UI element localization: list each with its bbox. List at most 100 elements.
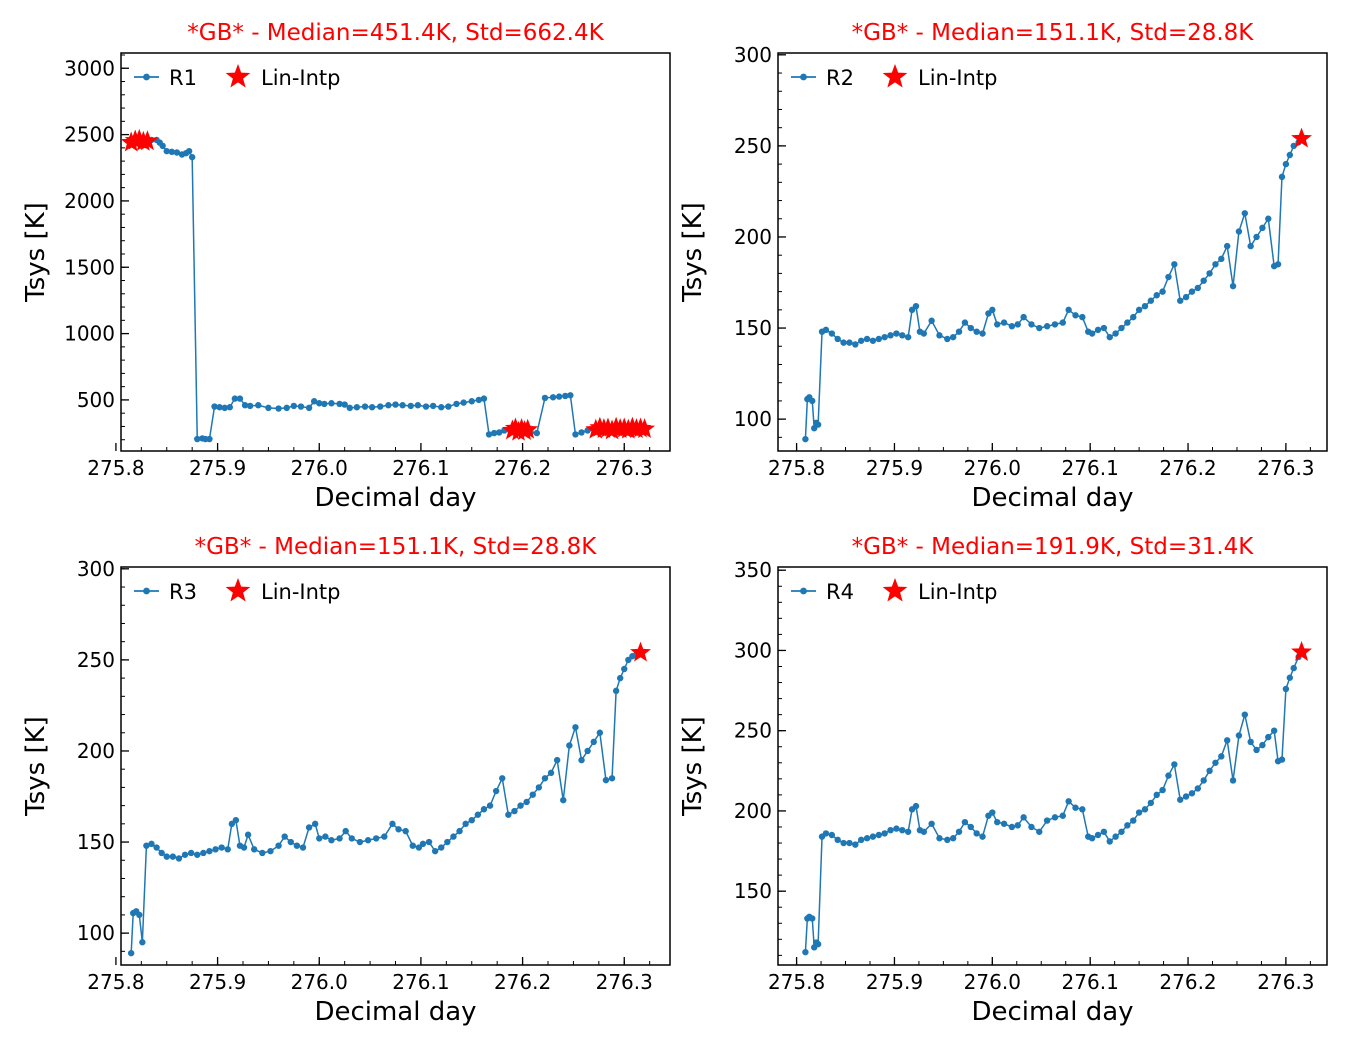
panel-4-data-point xyxy=(1278,756,1286,763)
panel-3-xtick-label: 276.0 xyxy=(291,970,348,994)
panel-3-data-point xyxy=(187,849,195,857)
panel-1-data-point xyxy=(173,149,181,156)
panel-2-xtick-label: 276.0 xyxy=(964,456,1021,480)
panel-3-data-point xyxy=(175,855,183,862)
panel-1-xtick-label: 275.9 xyxy=(189,456,246,480)
panel-2-data-point xyxy=(875,335,882,343)
panel-4-ylabel: Tsys [K] xyxy=(678,716,708,817)
panel-3-data-point xyxy=(212,846,219,853)
panel-3-data-point xyxy=(517,802,524,809)
panel-4-data-point xyxy=(1072,804,1079,811)
panel-1-data-point xyxy=(336,400,343,408)
panel-1-data-point xyxy=(377,403,384,410)
panel-3-data-point xyxy=(566,742,573,749)
panel-2-ylabel: Tsys [K] xyxy=(678,202,708,303)
panel-4-data-point xyxy=(1043,817,1051,824)
panel-4-data-point xyxy=(1094,831,1102,839)
panel-1-data-point xyxy=(341,401,348,408)
panel-2-data-point xyxy=(899,332,906,339)
panel-2-data-point xyxy=(846,339,853,346)
panel-4-data-point xyxy=(967,823,974,831)
panel-1-data-point xyxy=(159,142,166,150)
panel-3-data-point xyxy=(462,820,469,828)
panel-2-ytick-label: 150 xyxy=(734,316,772,340)
panel-4-data-point xyxy=(1188,790,1196,797)
panel-3-data-point xyxy=(224,846,231,853)
panel-1-ytick-label: 2500 xyxy=(64,123,115,147)
panel-4-data-point xyxy=(1065,798,1072,805)
panel-3-data-point xyxy=(275,842,282,849)
panel-2-data-point xyxy=(1253,233,1260,241)
panel-3-data-point xyxy=(425,838,433,846)
panel-4-data-point xyxy=(1286,674,1294,681)
panel-1-data-point xyxy=(316,400,323,407)
panel-1-data-point xyxy=(562,392,569,400)
panel-1-ytick-label: 3000 xyxy=(64,56,115,80)
panel-2-data-point xyxy=(949,333,957,341)
panel-1-lin-intp-star xyxy=(634,418,656,439)
panel-1-data-point xyxy=(255,402,262,409)
panel-3-data-point xyxy=(311,820,319,828)
panel-3-data-point xyxy=(228,820,236,828)
panel-1-legend-star-icon xyxy=(225,64,251,88)
panel-1-data-point xyxy=(321,400,328,408)
panel-3-data-point xyxy=(431,847,439,855)
panel-1-ytick-label: 1500 xyxy=(64,255,115,279)
panel-2-data-point xyxy=(802,435,809,443)
panel-2-data-point xyxy=(1153,292,1160,299)
panel-1-legend-label-1: R1 xyxy=(169,66,197,90)
panel-1-data-point xyxy=(297,403,305,410)
panel-1-data-point xyxy=(236,395,244,402)
panel-1-data-point xyxy=(392,401,399,408)
panel-2-data-point xyxy=(1212,261,1219,268)
panel-4-data-point xyxy=(1118,828,1125,835)
panel-4-plot-area xyxy=(802,641,1313,956)
panel-3-data-point xyxy=(608,775,616,782)
panel-4-data-point xyxy=(1106,838,1113,845)
panel-2-plot-area xyxy=(802,127,1313,443)
panel-3-data-point xyxy=(621,665,628,673)
panel-4-data-point xyxy=(1218,753,1225,760)
panel-4-data-point xyxy=(1130,817,1137,824)
panel-3-ytick-label: 250 xyxy=(77,648,115,672)
panel-4-xtick-label: 276.0 xyxy=(964,970,1021,994)
panel-2-data-point xyxy=(1282,160,1290,168)
panel-4-data-point xyxy=(989,809,996,816)
panel-1-data-point xyxy=(310,398,318,405)
panel-2-data-point xyxy=(1247,242,1254,250)
panel-2-data-point xyxy=(1112,330,1119,337)
panel-3-data-point xyxy=(395,826,402,833)
panel-4-data-point xyxy=(1135,809,1143,816)
panel-3-axes-frame xyxy=(120,566,671,966)
panel-2-data-point xyxy=(1265,215,1272,222)
panel-2-data-point xyxy=(936,332,943,339)
panel-3-ylabel: Tsys [K] xyxy=(21,716,51,817)
panel-4-data-point xyxy=(834,836,841,844)
panel-3-data-point xyxy=(143,842,150,849)
panel-2-data-point xyxy=(1278,173,1286,181)
panel-1-data-point xyxy=(346,404,353,412)
panel-4-data-point xyxy=(814,940,822,948)
panel-3-xtick-label: 276.2 xyxy=(494,970,551,994)
panel-3-data-point xyxy=(293,842,301,849)
panel-3-data-point xyxy=(450,833,457,840)
panel-3-data-point xyxy=(572,724,579,731)
panel-3-data-point xyxy=(218,844,225,851)
panel-4-data-point xyxy=(1020,814,1027,821)
panel-1-data-point xyxy=(221,404,228,412)
panel-3-data-point xyxy=(480,806,488,813)
panel-3-data-point xyxy=(194,851,201,858)
panel-3-plot-area xyxy=(127,641,651,957)
panel-4-data-point xyxy=(1112,833,1119,840)
panel-3-xtick-label: 276.1 xyxy=(392,970,449,994)
panel-3-data-point xyxy=(127,949,135,957)
panel-2-data-point xyxy=(989,306,996,314)
panel-1-ytick-label: 2000 xyxy=(64,189,115,213)
panel-2: *GB* - Median=151.1K, Std=28.8K 275.8 275.… xyxy=(678,20,1328,513)
panel-2-data-point xyxy=(1194,284,1202,292)
panel-2-data-point xyxy=(1043,323,1051,330)
panel-2-data-point xyxy=(814,421,822,428)
panel-1-data-point xyxy=(231,395,239,402)
panel-3-data-point xyxy=(409,842,416,849)
